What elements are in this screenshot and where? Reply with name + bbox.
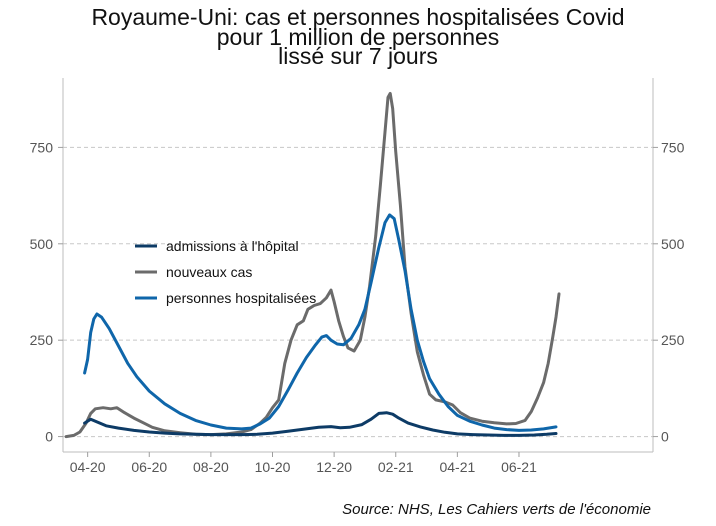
- data-series: [64, 91, 561, 439]
- series-line-2: [64, 91, 561, 439]
- legend-label: personnes hospitalisées: [166, 290, 316, 306]
- x-tick-label: 08-20: [193, 459, 229, 475]
- title-line-1: Royaume-Uni: cas et personnes hospitalis…: [91, 4, 624, 30]
- series-line-1: [83, 411, 558, 437]
- grid-lines: [63, 146, 653, 438]
- x-tick-label: 12-20: [316, 459, 352, 475]
- left-y-tick-label: 250: [30, 332, 54, 348]
- left-y-tick-label: 500: [30, 236, 54, 252]
- left-y-tick-label: 750: [30, 139, 54, 155]
- x-tick-label: 04-21: [439, 459, 475, 475]
- left-y-tick-labels: 0 250 500 750: [30, 139, 54, 444]
- legend-label: nouveaux cas: [166, 264, 252, 280]
- title-line-3: lissé sur 7 jours: [278, 43, 438, 69]
- x-tick-label: 02-21: [378, 459, 414, 475]
- left-y-tick-label: 0: [45, 429, 53, 445]
- axes: [58, 78, 658, 457]
- legend-label: admissions à l'hôpital: [166, 238, 299, 254]
- x-tick-label: 04-20: [70, 459, 106, 475]
- title-line-2: pour 1 million de personnes: [217, 24, 500, 50]
- x-tick-label: 06-20: [131, 459, 167, 475]
- x-tick-label: 10-20: [255, 459, 291, 475]
- right-y-tick-label: 500: [661, 236, 685, 252]
- legend: admissions à l'hôpital nouveaux cas person…: [135, 238, 316, 306]
- x-tick-label: 06-21: [501, 459, 537, 475]
- right-y-tick-label: 750: [661, 139, 685, 155]
- right-y-tick-labels: 0 250 500 750: [661, 139, 685, 444]
- right-y-tick-label: 250: [661, 332, 685, 348]
- x-tick-labels: 04-20 06-20 08-20 10-20 12-20 02-21 04-21 06-21: [70, 459, 537, 475]
- series-line-3: [83, 213, 558, 432]
- chart-title: Royaume-Uni: cas et personnes hospitalis…: [91, 4, 624, 69]
- right-y-tick-label: 0: [661, 429, 669, 445]
- source-note: Source: NHS, Les Cahiers verts de l'écon…: [342, 501, 651, 518]
